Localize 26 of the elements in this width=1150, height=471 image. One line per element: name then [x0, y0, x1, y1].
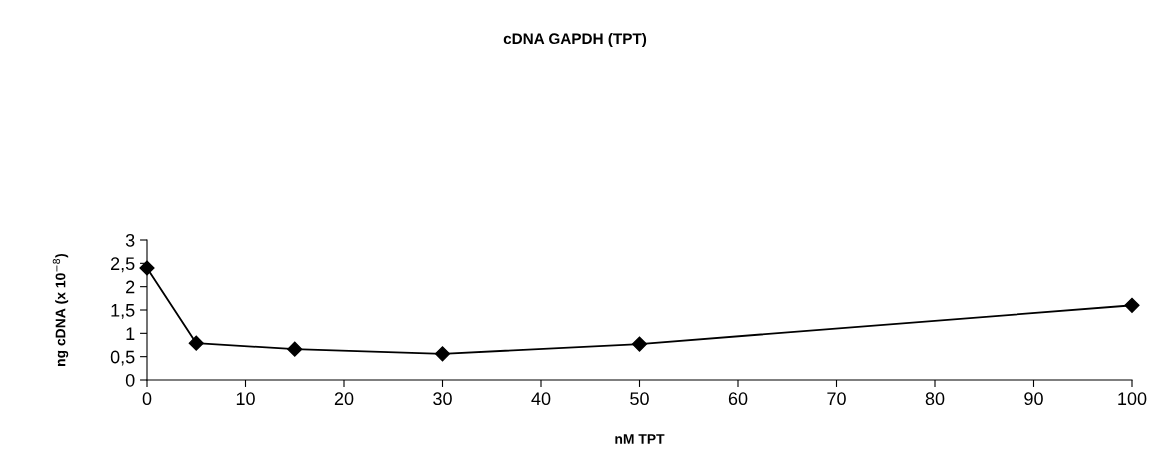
x-tick-label: 40	[531, 392, 551, 406]
y-tick-label: 2,5	[111, 257, 135, 273]
point	[434, 346, 451, 362]
y-tick-label: 0,5	[110, 350, 135, 366]
x-tick-label: 50	[630, 392, 649, 406]
y-axis-title: ng cDNA (x 10$^{−8}$)	[52, 253, 69, 366]
y-tick-label: 1	[126, 327, 135, 340]
y-tick-label: 2	[126, 280, 135, 294]
point	[631, 336, 648, 352]
x-tick-label: 30	[433, 392, 452, 406]
point	[287, 341, 303, 357]
x-tick-label: 0	[142, 392, 152, 406]
y-tick-label: 0	[125, 373, 135, 387]
point	[188, 335, 204, 351]
x-axis-title: nM TPT	[615, 434, 665, 444]
x-tick-label: 70	[827, 392, 846, 406]
x-tick-label: 90	[1024, 392, 1043, 406]
point	[1124, 297, 1140, 313]
y-tick-label: 1,5	[111, 304, 135, 319]
x-tick-label: 60	[728, 392, 748, 406]
x-tick-label: 80	[925, 392, 945, 406]
x-tick-label: 10	[236, 392, 255, 406]
x-tick-label: 100	[1118, 392, 1147, 406]
y-tick-label: 3	[125, 233, 135, 247]
chart-title: cDNA GAPDH (TPT)	[503, 32, 647, 48]
x-tick-label: 20	[334, 392, 354, 406]
